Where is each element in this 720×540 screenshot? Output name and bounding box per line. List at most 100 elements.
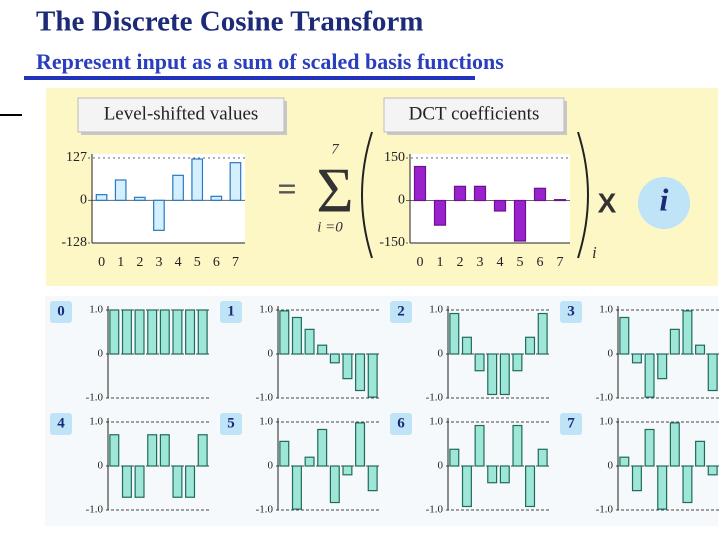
bar xyxy=(185,309,196,355)
bar xyxy=(669,422,680,467)
chart-title: 7 xyxy=(567,415,575,431)
bar xyxy=(109,434,120,467)
bar xyxy=(669,328,680,355)
bar xyxy=(185,465,196,498)
slide-title: The Discrete Cosine Transform xyxy=(36,6,423,38)
bar xyxy=(367,353,378,398)
bar xyxy=(449,312,460,355)
y-tick-label: 0 xyxy=(398,193,405,208)
equals: = xyxy=(277,171,296,208)
bar xyxy=(695,440,706,467)
chart-title: DCT coefficients xyxy=(409,103,540,124)
bar xyxy=(533,187,547,202)
bar xyxy=(95,194,108,201)
y-tick-label: 1.0 xyxy=(259,416,273,428)
x-tick-label: 7 xyxy=(232,255,239,270)
bar xyxy=(159,309,170,355)
bar xyxy=(114,179,127,201)
bar xyxy=(329,353,340,364)
chart-title: 3 xyxy=(567,303,575,319)
panel-label-box xyxy=(77,97,285,133)
chart-title: 0 xyxy=(57,303,65,319)
y-tick-label: -150 xyxy=(379,235,405,250)
y-tick-label: 1.0 xyxy=(599,304,613,316)
bottom-panel xyxy=(45,296,718,526)
y-tick-label: -1.0 xyxy=(86,392,104,404)
x-tick-label: 0 xyxy=(417,255,424,270)
bar xyxy=(279,310,290,355)
x-tick-label: 7 xyxy=(557,255,564,270)
bar xyxy=(631,353,642,364)
bar xyxy=(682,465,693,504)
sum-symbol: Σ xyxy=(316,155,353,226)
bar xyxy=(121,309,132,355)
bar xyxy=(210,195,223,201)
x-tick-label: 3 xyxy=(155,255,162,270)
y-tick-label: 0 xyxy=(268,348,274,360)
x-tick-label: 2 xyxy=(457,255,464,270)
bar xyxy=(172,174,184,201)
x-tick-label: 6 xyxy=(213,255,220,270)
bar xyxy=(191,158,204,201)
y-tick-label: 150 xyxy=(384,150,405,165)
bar xyxy=(619,456,630,467)
x-tick-label: 3 xyxy=(477,255,484,270)
bar xyxy=(342,465,353,476)
x-tick-label: 6 xyxy=(537,255,544,270)
y-tick-label: -1.0 xyxy=(426,392,444,404)
chart-label-box xyxy=(560,413,582,435)
y-tick-label: -1.0 xyxy=(596,392,614,404)
chart-title: 5 xyxy=(227,415,235,431)
bar xyxy=(279,440,290,467)
bar xyxy=(537,312,548,355)
bar xyxy=(461,336,472,355)
chart-label-box xyxy=(50,301,72,323)
y-tick-label: 1.0 xyxy=(259,304,273,316)
chart-label-box xyxy=(560,301,582,323)
paren-subscript: i xyxy=(592,243,597,262)
bar xyxy=(499,353,510,396)
bar xyxy=(147,309,158,355)
bar xyxy=(172,309,183,355)
chart-title: 6 xyxy=(397,415,405,431)
x-tick-label: 2 xyxy=(136,255,143,270)
y-tick-label: 0 xyxy=(608,348,614,360)
y-tick-label: 0 xyxy=(438,348,444,360)
bar xyxy=(197,434,208,467)
bar xyxy=(525,336,536,355)
left-paren xyxy=(361,131,373,259)
x-tick-label: 5 xyxy=(517,255,524,270)
bar xyxy=(413,165,427,202)
chart-label-box xyxy=(390,413,412,435)
bar xyxy=(631,465,642,492)
chart-title: 2 xyxy=(397,303,405,319)
bar xyxy=(474,424,485,467)
bar xyxy=(453,185,467,202)
x-tick-label: 1 xyxy=(117,255,124,270)
chart-label-box xyxy=(220,301,242,323)
multiply-sign: X xyxy=(598,187,617,218)
bar xyxy=(644,428,655,467)
y-tick-label: 127 xyxy=(66,150,87,165)
bar xyxy=(134,309,145,355)
bar xyxy=(499,465,510,484)
bar xyxy=(657,353,668,380)
y-tick-label: -1.0 xyxy=(256,504,274,516)
bar xyxy=(121,465,132,498)
chart-label-box xyxy=(390,301,412,323)
chart-title: 4 xyxy=(57,415,65,431)
sum-lower: i =0 xyxy=(317,219,343,235)
bar xyxy=(619,316,630,355)
bar xyxy=(553,199,567,202)
bar xyxy=(682,310,693,355)
right-paren xyxy=(577,131,589,259)
y-tick-label: -1.0 xyxy=(596,504,614,516)
bar xyxy=(657,465,668,510)
y-tick-label: 0 xyxy=(438,460,444,472)
x-tick-label: 0 xyxy=(98,255,105,270)
slide-subtitle: Represent input as a sum of scaled basis… xyxy=(36,49,504,74)
y-tick-label: 1.0 xyxy=(429,304,443,316)
bar xyxy=(537,448,548,467)
chart-label-box xyxy=(50,413,72,435)
